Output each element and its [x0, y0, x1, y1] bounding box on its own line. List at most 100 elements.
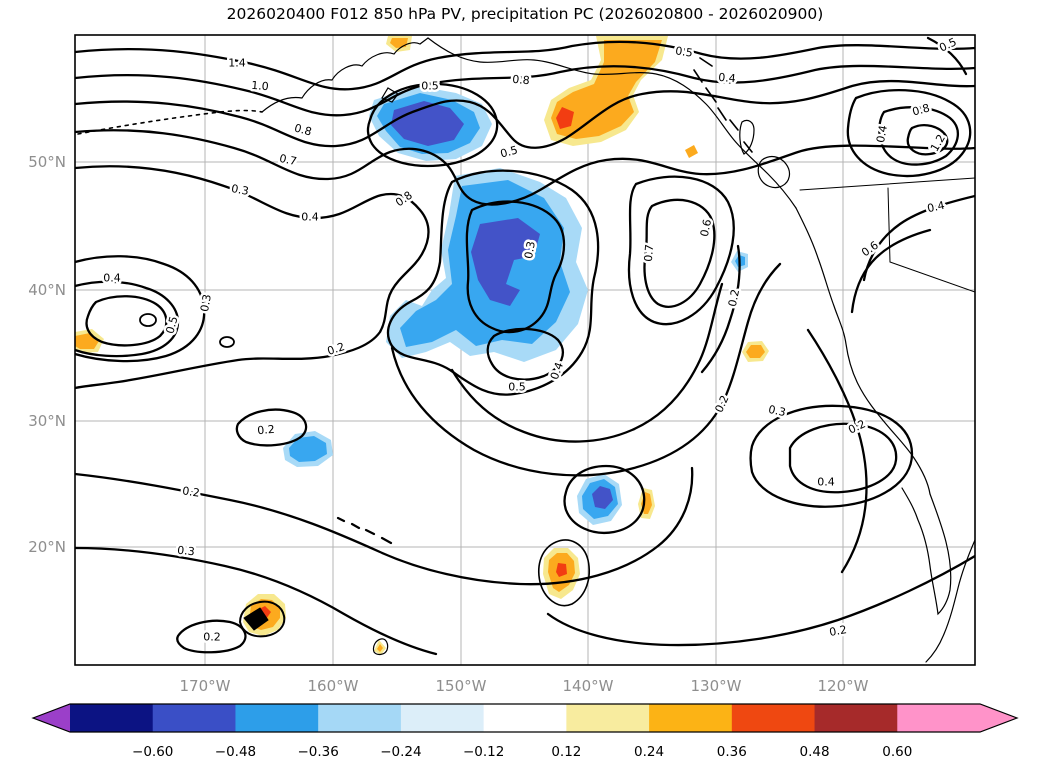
contour-value-label: 0.3 — [230, 182, 249, 198]
pv-contour-line — [75, 40, 975, 91]
pv-contour-line — [465, 200, 566, 334]
coastline — [901, 487, 952, 616]
colorbar-segment — [897, 704, 981, 732]
longitude-tick-label: 120°W — [818, 677, 869, 695]
pv-contour-line — [643, 198, 716, 308]
axis-tick-labels: 50°N 40°N 30°N 20°N 170°W 160°W 150°W 140°W 130°… — [28, 153, 868, 695]
contour-value-label: 0.4 — [301, 211, 319, 224]
pv-contour-line — [75, 466, 694, 586]
contour-value-label: 0.5 — [421, 80, 439, 93]
shaded-anomaly-region — [746, 345, 765, 358]
pv-contour-line — [235, 408, 308, 447]
pv-contour-line — [563, 464, 646, 535]
coastline — [261, 37, 429, 113]
colorbar-tick-label: 0.24 — [634, 744, 664, 760]
shaded-anomaly-region — [556, 563, 567, 577]
coastline — [799, 177, 975, 191]
pv-contour-line — [219, 336, 235, 348]
shaded-anomaly-region — [556, 107, 574, 129]
colorbar-right-arrow — [980, 704, 1017, 732]
pv-contour-line — [176, 619, 247, 654]
latitude-tick-label: 20°N — [28, 538, 66, 556]
coastline — [739, 119, 755, 155]
colorbar-segment — [152, 704, 237, 732]
pv-contour-line — [850, 228, 932, 314]
colorbar-segment — [731, 704, 816, 732]
coastline — [887, 187, 975, 293]
pv-contour-line — [75, 255, 206, 363]
pv-contour-line — [700, 244, 741, 374]
contour-value-label: 0.4 — [718, 71, 737, 85]
coastline — [336, 516, 393, 545]
contour-value-label: 0.4 — [103, 272, 121, 285]
coastline — [925, 539, 975, 663]
contour-value-label: 1.4 — [228, 57, 246, 70]
longitude-tick-label: 170°W — [180, 677, 231, 695]
shaded-anomaly-region — [377, 644, 383, 652]
pv-contour-line — [366, 82, 499, 168]
pv-contour-line — [878, 106, 959, 166]
map-frame — [74, 34, 976, 666]
shaded-anomaly-region — [685, 145, 698, 158]
colorbar-segment — [70, 704, 154, 732]
latitude-tick-label: 50°N — [28, 153, 66, 171]
pv-contour-line — [926, 36, 968, 76]
longitude-tick-label: 130°W — [691, 677, 742, 695]
contour-value-label: 0.5 — [508, 381, 526, 394]
pv-contour-line — [906, 124, 949, 156]
colorbar-tick-label: −0.12 — [463, 744, 504, 760]
contour-value-label: 0.4 — [817, 476, 835, 489]
pv-contour-line — [450, 282, 724, 443]
pv-contour-line — [546, 554, 975, 647]
pv-contour-line — [788, 422, 898, 494]
pv-contour-line — [75, 280, 180, 358]
colorbar: −0.60 −0.48 −0.36 −0.24 −0.12 0.12 0.24 0.36 0.4… — [31, 703, 1019, 760]
contour-value-label: 0.2 — [828, 623, 847, 639]
pv-contour-line — [386, 169, 600, 396]
latitude-tick-label: 40°N — [28, 281, 66, 299]
shaded-anomaly-region — [471, 218, 540, 306]
pv-contour-line — [486, 327, 564, 381]
colorbar-tick-label: 0.48 — [800, 744, 830, 760]
coastline — [243, 607, 269, 631]
pv-contour-line — [239, 600, 286, 638]
longitude-tick-label: 150°W — [436, 677, 487, 695]
pv-contours — [75, 36, 975, 656]
pv-contour-line — [538, 539, 590, 607]
contour-value-label: 0.5 — [674, 44, 693, 59]
contour-value-label: 0.2 — [257, 423, 276, 437]
pv-contour-line — [75, 546, 438, 656]
colorbar-tick-label: −0.60 — [132, 744, 173, 760]
colorbar-segment — [400, 704, 485, 732]
pv-contour-line — [75, 79, 975, 149]
colorbar-segment — [483, 704, 567, 732]
colorbar-tick-label: 0.60 — [882, 744, 912, 760]
contour-value-label: 0.2 — [203, 631, 221, 644]
contour-value-label: 0.3 — [522, 240, 538, 259]
pv-contour-line — [75, 165, 430, 390]
colorbar-segment — [235, 704, 319, 732]
pv-contour-line — [75, 64, 975, 117]
longitude-tick-label: 140°W — [563, 677, 614, 695]
colorbar-segment — [814, 704, 898, 732]
contour-value-label: 0.7 — [642, 244, 656, 263]
contour-labels: 1.41.00.80.70.5 0.80.50.50.40.30.40.80.30… — [101, 33, 961, 646]
colorbar-segment — [566, 704, 650, 732]
colorbar-segment — [649, 704, 733, 732]
colorbar-tick-label: 0.12 — [551, 744, 581, 760]
coastline — [427, 37, 797, 209]
pv-contour-line — [862, 194, 975, 282]
shaded-anomaly-region — [592, 486, 613, 509]
colorbar-left-arrow — [33, 704, 70, 732]
contour-value-label: 0.2 — [181, 484, 200, 499]
colorbar-tick-label: −0.48 — [215, 744, 256, 760]
pv-contour-line — [749, 404, 914, 508]
colorbar-segment — [318, 704, 402, 732]
colorbar-tick-label: 0.36 — [717, 744, 747, 760]
colorbar-tick-label: −0.24 — [380, 744, 421, 760]
figure-title: 2026020400 F012 850 hPa PV, precipitatio… — [227, 5, 824, 23]
contour-value-label: 1.0 — [251, 79, 270, 93]
